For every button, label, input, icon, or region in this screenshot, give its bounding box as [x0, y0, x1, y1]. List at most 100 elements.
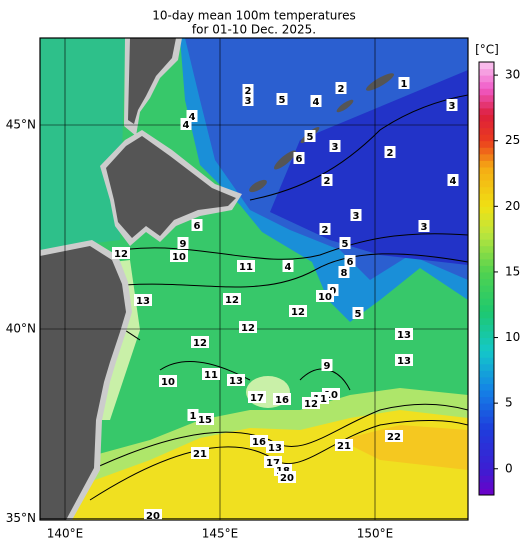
contour-label-box: [186, 110, 198, 122]
map-frame: [39, 37, 469, 521]
colorbar-cell: [479, 481, 494, 489]
field-teal: [40, 38, 125, 250]
colorbar-cell: [479, 212, 494, 220]
colorbar-tick-label: 0: [505, 461, 513, 475]
contour-label: 21: [337, 441, 351, 452]
contour-label-box: [350, 209, 362, 221]
colorbar-cell: [479, 258, 494, 266]
colorbar-cell: [479, 271, 494, 279]
contour-label-box: [447, 174, 459, 186]
contour-label-box: [339, 237, 351, 249]
contour-label-box: [395, 354, 413, 366]
contour-label-box: [278, 471, 296, 483]
colorbar-cell: [479, 160, 494, 168]
contour-label: 5: [342, 239, 349, 250]
colorbar-tick-label: 15: [505, 264, 520, 278]
contour-label-box: [319, 223, 331, 235]
colorbar-cell: [479, 462, 494, 470]
colorbar-cell: [479, 107, 494, 115]
contour-label-box: [384, 146, 396, 158]
contour-label-box: [289, 305, 307, 317]
colorbar-cell: [479, 121, 494, 129]
contour-label-box: [304, 130, 316, 142]
contour-label-box: [395, 328, 413, 340]
colorbar-cell: [479, 357, 494, 365]
colorbar-cell: [479, 285, 494, 293]
lat-label: 45°N: [6, 118, 36, 132]
contour-label: 17: [250, 393, 264, 404]
colorbar-cell: [479, 94, 494, 102]
contour-label-box: [177, 237, 189, 249]
colorbar-cell: [479, 468, 494, 476]
contour-label: 1: [190, 411, 197, 422]
contour-label: 15: [198, 415, 212, 426]
colorbar-cell: [479, 68, 494, 76]
colorbar-cell: [479, 475, 494, 483]
contour-label-box: [282, 260, 294, 272]
contour-label: 13: [229, 376, 243, 387]
colorbar-cell: [479, 245, 494, 253]
contour-label-box: [321, 174, 333, 186]
contour-label: 21: [193, 449, 207, 460]
colorbar-cell: [479, 422, 494, 430]
land: [40, 38, 394, 520]
colorbar-cell: [479, 278, 494, 286]
colorbar-cell: [479, 298, 494, 306]
contour-label: 2: [324, 176, 331, 187]
contour-label: 20: [146, 511, 160, 522]
contour-label: 5: [355, 309, 362, 320]
colorbar-cell: [479, 488, 494, 496]
contour-label: 2: [387, 148, 394, 159]
colorbar-cell: [479, 62, 494, 70]
colorbar-cell: [479, 199, 494, 207]
colorbar-tick-label: 30: [505, 68, 520, 82]
contour-label-box: [242, 84, 254, 96]
colorbar-cell: [479, 403, 494, 411]
contour-label-box: [112, 247, 130, 259]
colorbar-frame: [478, 61, 495, 496]
colorbar-cell: [479, 88, 494, 96]
contour-label: 11: [239, 262, 253, 273]
contour-label: 6: [194, 221, 201, 232]
contour-label: 6: [296, 154, 303, 165]
contour-label: 2: [245, 86, 252, 97]
contour-label-box: [134, 294, 152, 306]
contour-label: 12: [291, 307, 305, 318]
contour-label: 22: [387, 432, 401, 443]
contour-label-box: [170, 250, 188, 262]
colorbar-cell: [479, 344, 494, 352]
colorbar-cell: [479, 134, 494, 142]
contour-label-box: [202, 368, 220, 380]
colorbar-cell: [479, 337, 494, 345]
contour-label-box: [338, 266, 350, 278]
contour-label-box: [196, 413, 214, 425]
colorbar-cell: [479, 324, 494, 332]
contour-label-box: [273, 393, 291, 405]
colorbar-cell: [479, 127, 494, 135]
contour-label: 12: [114, 249, 128, 260]
colorbar-cell: [479, 330, 494, 339]
colorbar-cell: [479, 363, 494, 371]
colorbar-cell: [479, 219, 494, 227]
lon-label: 145°E: [202, 527, 239, 541]
contour-label-box: [446, 99, 458, 111]
contour-label: 17: [266, 458, 280, 469]
contour-label: 12: [193, 338, 207, 349]
colorbar-cell: [479, 226, 494, 234]
contour-label-box: [191, 219, 203, 231]
contour-label-box: [144, 509, 162, 520]
contour-label: 20: [280, 473, 294, 484]
contour-label-box: [248, 391, 266, 403]
contour-label: 9: [324, 361, 331, 372]
contour-label-box: [385, 430, 403, 442]
contour-label-box: [335, 439, 353, 451]
colorbar-cell: [479, 81, 494, 89]
contour-label-box: [191, 336, 209, 348]
colorbar-cell: [479, 153, 494, 161]
contour-label: 13: [397, 330, 411, 341]
colorbar-cell: [479, 265, 494, 273]
contour-label: 1: [401, 79, 408, 90]
contour-label-box: [237, 260, 255, 272]
colorbar-tick-label: 20: [505, 199, 520, 213]
